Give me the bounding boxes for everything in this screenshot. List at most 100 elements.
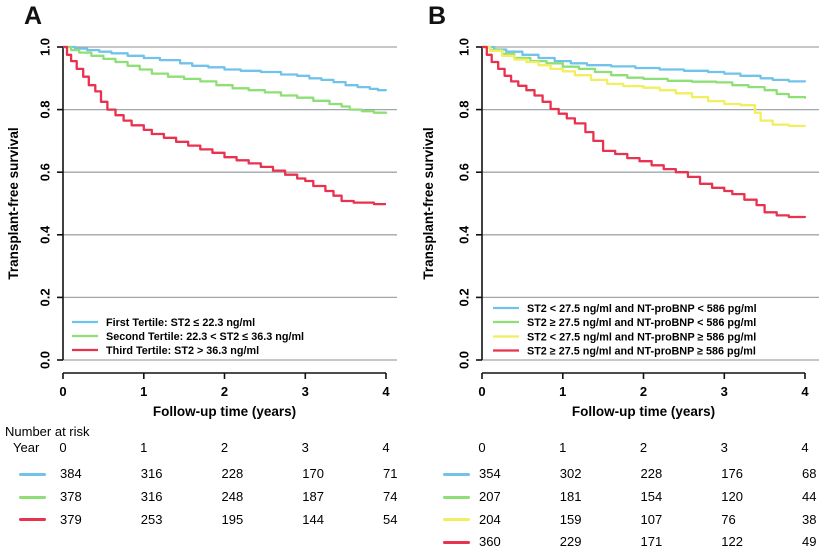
risk-col-header: 0 <box>59 440 67 455</box>
km-curve-4 <box>482 45 807 219</box>
y-tick-label: 0.6 <box>37 163 52 181</box>
x-axis-title: Follow-up time (years) <box>572 404 715 419</box>
risk-row-swatch <box>19 472 46 476</box>
risk-value: 176 <box>721 466 743 481</box>
x-tick-label: 1 <box>140 384 147 399</box>
risk-value: 44 <box>802 489 817 504</box>
panel-b-label: B <box>428 2 447 30</box>
risk-value: 170 <box>302 466 324 481</box>
risk-value: 228 <box>221 466 244 481</box>
risk-row-swatch <box>443 518 470 521</box>
km-curve-2 <box>482 45 807 99</box>
risk-value: 207 <box>479 489 501 504</box>
x-tick-label: 4 <box>382 384 390 399</box>
legend-label: ST2 < 27.5 ng/ml and NT-proBNP < 586 pg/… <box>527 303 757 315</box>
legend-label: Third Tertile: ST2 > 36.3 ng/ml <box>106 345 259 357</box>
y-axis-title: Transplant-free survival <box>6 127 21 279</box>
risk-value: 187 <box>302 489 324 504</box>
risk-value: 159 <box>559 511 582 527</box>
y-tick-label: 0.8 <box>456 101 471 119</box>
risk-value: 54 <box>383 511 398 527</box>
km-curve-1 <box>482 45 807 83</box>
risk-col-header: 4 <box>382 440 390 455</box>
risk-table-year-label: Year <box>13 440 40 455</box>
legend-label: Second Tertile: 22.3 < ST2 ≤ 36.3 ng/ml <box>106 331 304 343</box>
risk-value: 154 <box>640 489 663 504</box>
y-tick-label: 0.0 <box>456 351 471 369</box>
risk-value: 181 <box>559 489 582 504</box>
risk-col-header: 4 <box>801 440 809 455</box>
risk-row-swatch <box>443 540 470 544</box>
risk-value: 68 <box>802 466 817 481</box>
y-tick-label: 0.0 <box>37 351 52 369</box>
x-tick-label: 4 <box>801 384 809 399</box>
risk-row-swatch <box>19 495 46 499</box>
risk-value: 74 <box>383 489 398 504</box>
y-tick-label: 0.8 <box>37 101 52 119</box>
y-tick-label: 0.4 <box>37 225 52 244</box>
risk-value: 379 <box>60 511 82 527</box>
risk-value: 122 <box>721 534 743 548</box>
legend-label: ST2 < 27.5 ng/ml and NT-proBNP ≥ 586 pg/… <box>527 331 756 343</box>
km-curve-1 <box>63 45 388 92</box>
risk-value: 171 <box>640 534 663 548</box>
risk-value: 248 <box>221 489 244 504</box>
risk-col-header: 2 <box>639 440 648 455</box>
risk-col-header: 3 <box>720 440 728 455</box>
risk-value: 253 <box>140 511 163 527</box>
risk-col-header: 2 <box>220 440 229 455</box>
panel-a-label: A <box>24 2 43 30</box>
risk-value: 378 <box>60 489 82 504</box>
y-tick-label: 1.0 <box>456 38 471 56</box>
risk-value: 316 <box>140 466 163 481</box>
risk-value: 229 <box>559 534 582 548</box>
km-curve-3 <box>482 45 807 128</box>
risk-row-swatch <box>19 518 46 521</box>
risk-value: 107 <box>640 511 663 527</box>
risk-value: 195 <box>221 511 244 527</box>
risk-col-header: 0 <box>478 440 486 455</box>
km-curve-3 <box>63 45 386 206</box>
risk-value: 144 <box>302 511 324 527</box>
km-plot-a: 0.0 0.2 0.4 0.6 0.8 1.0 0 1 2 3 4 Follow-up time (y… <box>6 38 397 419</box>
panel-a: 0.0 0.2 0.4 0.6 0.8 1.0 0 1 2 3 4 Follow-up time (y… <box>0 0 415 425</box>
y-tick-label: 0.2 <box>456 288 471 306</box>
x-axis-title: Follow-up time (years) <box>153 404 296 419</box>
x-tick-label: 2 <box>640 384 647 399</box>
y-tick-label: 0.2 <box>37 288 52 306</box>
risk-value: 71 <box>383 466 398 481</box>
x-tick-label: 1 <box>559 384 566 399</box>
risk-value: 228 <box>640 466 663 481</box>
km-plot-b: 0.0 0.2 0.4 0.6 0.8 1.0 0 1 2 3 4 Follow-up time (y… <box>421 38 819 419</box>
legend-label: ST2 ≥ 27.5 ng/ml and NT-proBNP ≥ 586 pg/… <box>527 345 756 357</box>
risk-value: 302 <box>559 466 582 481</box>
km-curve-2 <box>63 45 388 114</box>
x-tick-label: 2 <box>221 384 228 399</box>
risk-value: 204 <box>479 511 501 527</box>
y-tick-label: 1.0 <box>37 38 52 56</box>
legend-label: First Tertile: ST2 ≤ 22.3 ng/ml <box>106 317 255 329</box>
risk-value: 120 <box>721 489 743 504</box>
risk-table-title: Number at risk <box>5 424 90 439</box>
x-tick-label: 0 <box>478 384 485 399</box>
panel-b: 0.0 0.2 0.4 0.6 0.8 1.0 0 1 2 3 4 Follow-up time (y… <box>415 0 829 425</box>
risk-value: 38 <box>802 511 817 527</box>
risk-value: 76 <box>721 511 736 527</box>
risk-col-header: 1 <box>559 440 567 455</box>
x-tick-label: 0 <box>59 384 66 399</box>
risk-value: 384 <box>60 466 82 481</box>
risk-value: 354 <box>479 466 501 481</box>
x-tick-label: 3 <box>721 384 728 399</box>
risk-value: 49 <box>802 534 817 548</box>
risk-value: 360 <box>479 534 501 548</box>
x-tick-label: 3 <box>302 384 309 399</box>
y-axis-title: Transplant-free survival <box>421 127 436 279</box>
risk-col-header: 3 <box>301 440 309 455</box>
y-tick-label: 0.4 <box>456 225 471 244</box>
y-tick-label: 0.6 <box>456 163 471 181</box>
risk-value: 316 <box>140 489 163 504</box>
legend-label: ST2 ≥ 27.5 ng/ml and NT-proBNP < 586 pg/… <box>527 317 756 329</box>
risk-row-swatch <box>443 472 470 476</box>
risk-col-header: 1 <box>140 440 148 455</box>
